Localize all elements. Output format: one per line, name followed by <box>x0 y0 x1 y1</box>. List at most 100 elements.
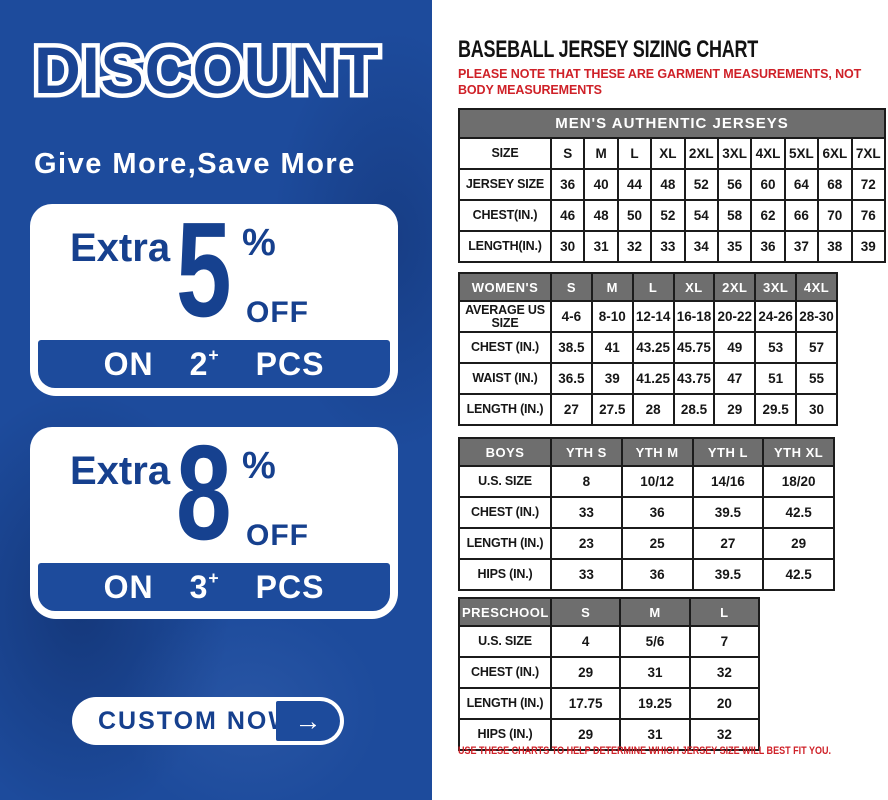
cell-value: 28 <box>631 393 675 426</box>
cell-value: 51 <box>754 362 798 395</box>
cell-value: 43.25 <box>631 331 675 364</box>
row-label: U.S. SIZE <box>458 465 552 498</box>
column-header: 3XL <box>754 272 798 302</box>
cell-value: 48 <box>650 168 686 201</box>
discount-heading-text: DISCOUNT <box>34 33 380 107</box>
row-label: CHEST(IN.) <box>458 199 552 232</box>
table-header-row: BOYS YTH S YTH M YTH L YTH XL <box>458 437 835 467</box>
quantity: 2+ <box>190 345 220 383</box>
row-label: HIPS (IN.) <box>458 558 552 591</box>
table-row: LENGTH (IN.) 27 27.5 28 28.5 29 29.5 30 <box>458 393 838 426</box>
column-header: XL <box>672 272 716 302</box>
offer-card-8-percent: Extra 8 % OFF ON 3+ PCS <box>30 425 398 619</box>
column-header: YTH M <box>620 437 694 467</box>
cell-value: 31 <box>619 718 691 751</box>
cell-value: 30 <box>549 230 586 263</box>
table-header-row: WOMEN'S S M L XL 2XL 3XL 4XL <box>458 272 838 302</box>
cell-value: 56 <box>716 168 753 201</box>
on-label: ON <box>103 568 154 605</box>
plus-sign: + <box>208 567 220 588</box>
cell-value: 47 <box>713 362 757 395</box>
cell-value: 55 <box>795 362 838 395</box>
row-label: LENGTH (IN.) <box>458 393 552 426</box>
cell-value: XL <box>650 137 686 170</box>
cell-value: 29 <box>762 527 835 560</box>
cell-value: 33 <box>550 558 623 591</box>
column-header: M <box>619 597 691 627</box>
cell-value: 68 <box>817 168 853 201</box>
cell-value: 4 <box>549 625 622 658</box>
boys-sizing-table: BOYS YTH S YTH M YTH L YTH XL U.S. SIZE 8 10/12… <box>458 437 835 591</box>
cell-value: 14/16 <box>691 465 765 498</box>
percent-value: 5 <box>176 194 232 345</box>
cell-value: 45.75 <box>672 331 716 364</box>
column-header: S <box>549 597 622 627</box>
cell-value: 70 <box>817 199 853 232</box>
cell-value: 40 <box>583 168 619 201</box>
cell-value: 29.5 <box>754 393 798 426</box>
row-label: CHEST (IN.) <box>458 331 552 364</box>
cell-value: 54 <box>683 199 719 232</box>
table-row: U.S. SIZE 4 5/6 7 <box>458 625 761 658</box>
cell-value: 37 <box>783 230 820 263</box>
table-row: HIPS (IN.) 33 36 39.5 42.5 <box>458 558 835 591</box>
cell-value: 58 <box>716 199 753 232</box>
table-row: CHEST(IN.) 46 48 50 52 54 58 62 66 70 76 <box>458 199 887 232</box>
cell-value: 10/12 <box>620 465 694 498</box>
percent-sign: % <box>242 445 276 487</box>
table-row: U.S. SIZE 8 10/12 14/16 18/20 <box>458 465 835 498</box>
off-label: OFF <box>246 519 309 552</box>
cell-value: 36 <box>620 496 694 529</box>
mens-sizing-table: MEN'S AUTHENTIC JERSEYS SIZE S M L XL 2XL 3XL 4X… <box>458 108 887 263</box>
table-row: LENGTH(IN.) 30 31 32 33 34 35 36 37 38 39 <box>458 230 887 263</box>
column-header: BOYS <box>458 437 552 467</box>
cell-value: 8-10 <box>590 300 634 333</box>
cell-value: 46 <box>549 199 586 232</box>
table-row: SIZE S M L XL 2XL 3XL 4XL 5XL 6XL 7XL <box>458 137 887 170</box>
cell-value: 23 <box>550 527 623 560</box>
cell-value: 48 <box>583 199 619 232</box>
mens-table-grid: MEN'S AUTHENTIC JERSEYS SIZE S M L XL 2XL 3XL 4X… <box>458 108 887 263</box>
tagline: Give More,Save More <box>34 148 356 180</box>
cell-value: 41 <box>590 331 634 364</box>
cell-value: 27 <box>550 393 593 426</box>
cell-value: 19.25 <box>619 687 691 720</box>
cell-value: 34 <box>683 230 719 263</box>
cell-value: 7XL <box>850 137 887 170</box>
custom-now-button[interactable]: CUSTOM NOW → <box>72 697 344 745</box>
womens-sizing-table: WOMEN'S S M L XL 2XL 3XL 4XL AVERAGE US SIZE 4-6 8… <box>458 272 838 426</box>
row-label: CHEST (IN.) <box>458 496 552 529</box>
cell-value: 38 <box>817 230 853 263</box>
cell-value: 64 <box>783 168 820 201</box>
cell-value: 33 <box>550 496 623 529</box>
cell-value: 27 <box>691 527 765 560</box>
cell-value: 44 <box>616 168 653 201</box>
cell-value: 27.5 <box>590 393 634 426</box>
cell-value: 32 <box>616 230 653 263</box>
table-row: JERSEY SIZE 36 40 44 48 52 56 60 64 68 72 <box>458 168 887 201</box>
row-label: JERSEY SIZE <box>458 168 552 201</box>
cell-value: 39.5 <box>691 558 765 591</box>
pcs-label: PCS <box>255 568 325 605</box>
column-header: 2XL <box>713 272 757 302</box>
cell-value: 42.5 <box>762 496 835 529</box>
cell-value: 17.75 <box>549 687 622 720</box>
quantity-value: 3 <box>189 568 209 605</box>
cell-value: 35 <box>716 230 753 263</box>
boys-table-grid: BOYS YTH S YTH M YTH L YTH XL U.S. SIZE 8 10/12… <box>458 437 835 591</box>
cell-value: 39 <box>850 230 887 263</box>
cell-value: 8 <box>550 465 623 498</box>
column-header: L <box>631 272 675 302</box>
footer-note: USE THESE CHARTS TO HELP DETERMINE WHICH… <box>458 745 832 757</box>
row-label: LENGTH (IN.) <box>458 527 552 560</box>
cell-value: 4XL <box>750 137 786 170</box>
preschool-table-grid: PRESCHOOL S M L U.S. SIZE 4 5/6 7 CHEST (IN.) 29 3… <box>458 597 761 751</box>
cell-value: S <box>549 137 586 170</box>
cell-value: 31 <box>619 656 691 689</box>
cell-value: 31 <box>583 230 619 263</box>
garment-note: PLEASE NOTE THAT THESE ARE GARMENT MEASU… <box>458 67 862 97</box>
offer-condition-bar: ON 3+ PCS <box>38 563 390 611</box>
row-label: LENGTH (IN.) <box>458 687 552 720</box>
cell-value: 76 <box>850 199 887 232</box>
